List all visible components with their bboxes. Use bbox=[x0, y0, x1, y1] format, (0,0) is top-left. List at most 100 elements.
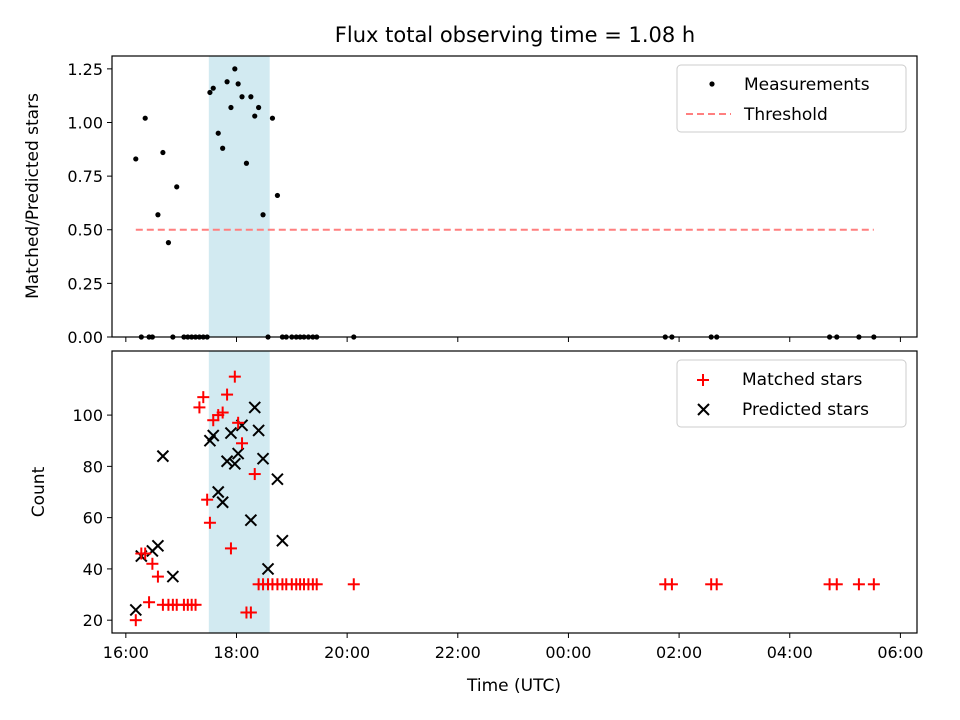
measurement-point bbox=[243, 160, 250, 166]
matched-star-point bbox=[221, 388, 234, 401]
predicted-star-point bbox=[256, 452, 270, 465]
ratio-axes-frame bbox=[111, 55, 918, 338]
predicted-star-point bbox=[156, 449, 170, 463]
predicted-star-point bbox=[252, 424, 265, 437]
predicted-star-point bbox=[151, 539, 165, 553]
measurement-point bbox=[239, 94, 245, 100]
ratio-y-label: Matched/Predicted stars bbox=[23, 93, 43, 299]
legend-matched-marker bbox=[697, 374, 709, 386]
predicted-star-point bbox=[248, 401, 261, 414]
legend-matched-label: Matched stars bbox=[742, 370, 862, 390]
measurement-point bbox=[274, 192, 281, 199]
count-panel: 20 40 60 80 100 16:00 18:00 20:00 22:00 00:00 02:… bbox=[29, 350, 923, 696]
predicted-star-point bbox=[216, 496, 229, 509]
ratio-x-ticks bbox=[125, 337, 901, 342]
legend-measurements-label: Measurements bbox=[744, 75, 870, 95]
measurement-point bbox=[224, 79, 230, 85]
predicted-star-point bbox=[129, 603, 142, 617]
matched-star-point bbox=[310, 578, 323, 591]
measurement-point bbox=[207, 89, 213, 96]
measurement-point bbox=[248, 94, 254, 100]
count-y-tick-label: 100 bbox=[72, 406, 103, 425]
ratio-y-tick-label: 1.25 bbox=[67, 60, 103, 79]
count-y-tick-label: 40 bbox=[83, 560, 103, 579]
ratio-y-tick-label: 0.75 bbox=[67, 167, 103, 186]
count-y-label: Count bbox=[29, 466, 49, 517]
matched-star-point bbox=[347, 578, 360, 591]
count-y-ticks: 20 40 60 80 100 bbox=[72, 406, 112, 630]
ratio-y-tick-label: 1.00 bbox=[67, 113, 103, 132]
predicted-star-point bbox=[207, 429, 220, 442]
count-legend-box bbox=[676, 359, 907, 428]
count-x-tick-label: 22:00 bbox=[435, 643, 481, 662]
measurement-point bbox=[133, 156, 139, 162]
x-axis-label: Time (UTC) bbox=[466, 676, 561, 696]
measurement-point bbox=[235, 81, 241, 87]
measurement-point bbox=[142, 115, 148, 121]
observing-window-shade bbox=[208, 56, 270, 337]
count-y-tick-label: 60 bbox=[83, 509, 103, 528]
matched-star-point bbox=[867, 578, 880, 591]
measurement-point bbox=[220, 145, 226, 151]
predicted-star-point bbox=[276, 534, 289, 547]
count-x-tick-label: 02:00 bbox=[656, 643, 702, 662]
measurement-point bbox=[260, 212, 266, 218]
count-axes-frame bbox=[111, 350, 918, 634]
ratio-y-tick-label: 0.00 bbox=[67, 328, 103, 347]
matched-star-point bbox=[197, 391, 210, 404]
ratio-legend: Measurements Threshold bbox=[676, 64, 907, 133]
measurement-point bbox=[215, 130, 221, 136]
measurement-point bbox=[256, 104, 262, 111]
ratio-legend-box bbox=[676, 64, 907, 133]
measurement-point bbox=[228, 104, 234, 111]
matched-star-point bbox=[193, 401, 206, 414]
matched-star-point bbox=[244, 606, 257, 619]
predicted-star-point bbox=[212, 485, 225, 499]
count-y-tick-label: 80 bbox=[83, 457, 103, 476]
measurement-point bbox=[160, 149, 166, 156]
count-x-tick-label: 00:00 bbox=[545, 643, 591, 662]
count-x-tick-label: 04:00 bbox=[767, 643, 813, 662]
matched-star-point bbox=[236, 437, 249, 450]
legend-predicted-label: Predicted stars bbox=[742, 400, 869, 420]
chart-title: Flux total observing time = 1.08 h bbox=[335, 23, 695, 47]
matched-star-point bbox=[151, 570, 164, 583]
matched-star-point bbox=[139, 547, 152, 560]
matched-star-point bbox=[228, 370, 241, 383]
matched-star-point bbox=[224, 542, 237, 555]
matched-star-point bbox=[232, 416, 245, 429]
matched-star-point bbox=[852, 578, 865, 591]
predicted-star-point bbox=[220, 455, 234, 468]
legend-measurements-marker bbox=[709, 81, 715, 87]
predicted-star-point bbox=[166, 570, 180, 583]
measurement-point bbox=[174, 184, 180, 190]
ratio-panel: 0.00 0.25 0.50 0.75 1.00 1.25 Matched/Predict… bbox=[23, 55, 918, 347]
ratio-y-tick-label: 0.50 bbox=[67, 221, 103, 240]
matched-star-point bbox=[203, 516, 216, 529]
matched-star-point bbox=[146, 557, 159, 570]
count-points bbox=[129, 370, 880, 627]
matched-star-point bbox=[201, 493, 214, 506]
matched-star-point bbox=[129, 614, 142, 627]
matched-star-point bbox=[710, 578, 723, 591]
predicted-star-point bbox=[231, 447, 245, 460]
predicted-star-point bbox=[224, 426, 238, 440]
count-x-ticks: 16:00 18:00 20:00 22:00 00:00 02:00 04:00 06:00 bbox=[103, 633, 923, 662]
measurement-point bbox=[165, 240, 172, 246]
count-x-tick-label: 18:00 bbox=[213, 643, 259, 662]
matched-star-point bbox=[830, 578, 843, 591]
legend-threshold-label: Threshold bbox=[743, 105, 828, 125]
count-x-tick-label: 20:00 bbox=[324, 643, 370, 662]
count-legend: Matched stars Predicted stars bbox=[676, 359, 907, 428]
predicted-star-point bbox=[271, 472, 284, 486]
matched-star-point bbox=[143, 596, 156, 609]
matched-star-point bbox=[189, 598, 202, 611]
legend-predicted-marker bbox=[697, 403, 710, 416]
measurement-point bbox=[269, 115, 276, 121]
matched-star-point bbox=[248, 468, 261, 481]
count-x-tick-label: 06:00 bbox=[877, 643, 923, 662]
measurement-point bbox=[252, 113, 258, 119]
predicted-star-point bbox=[228, 457, 242, 471]
measurement-point bbox=[210, 85, 216, 91]
